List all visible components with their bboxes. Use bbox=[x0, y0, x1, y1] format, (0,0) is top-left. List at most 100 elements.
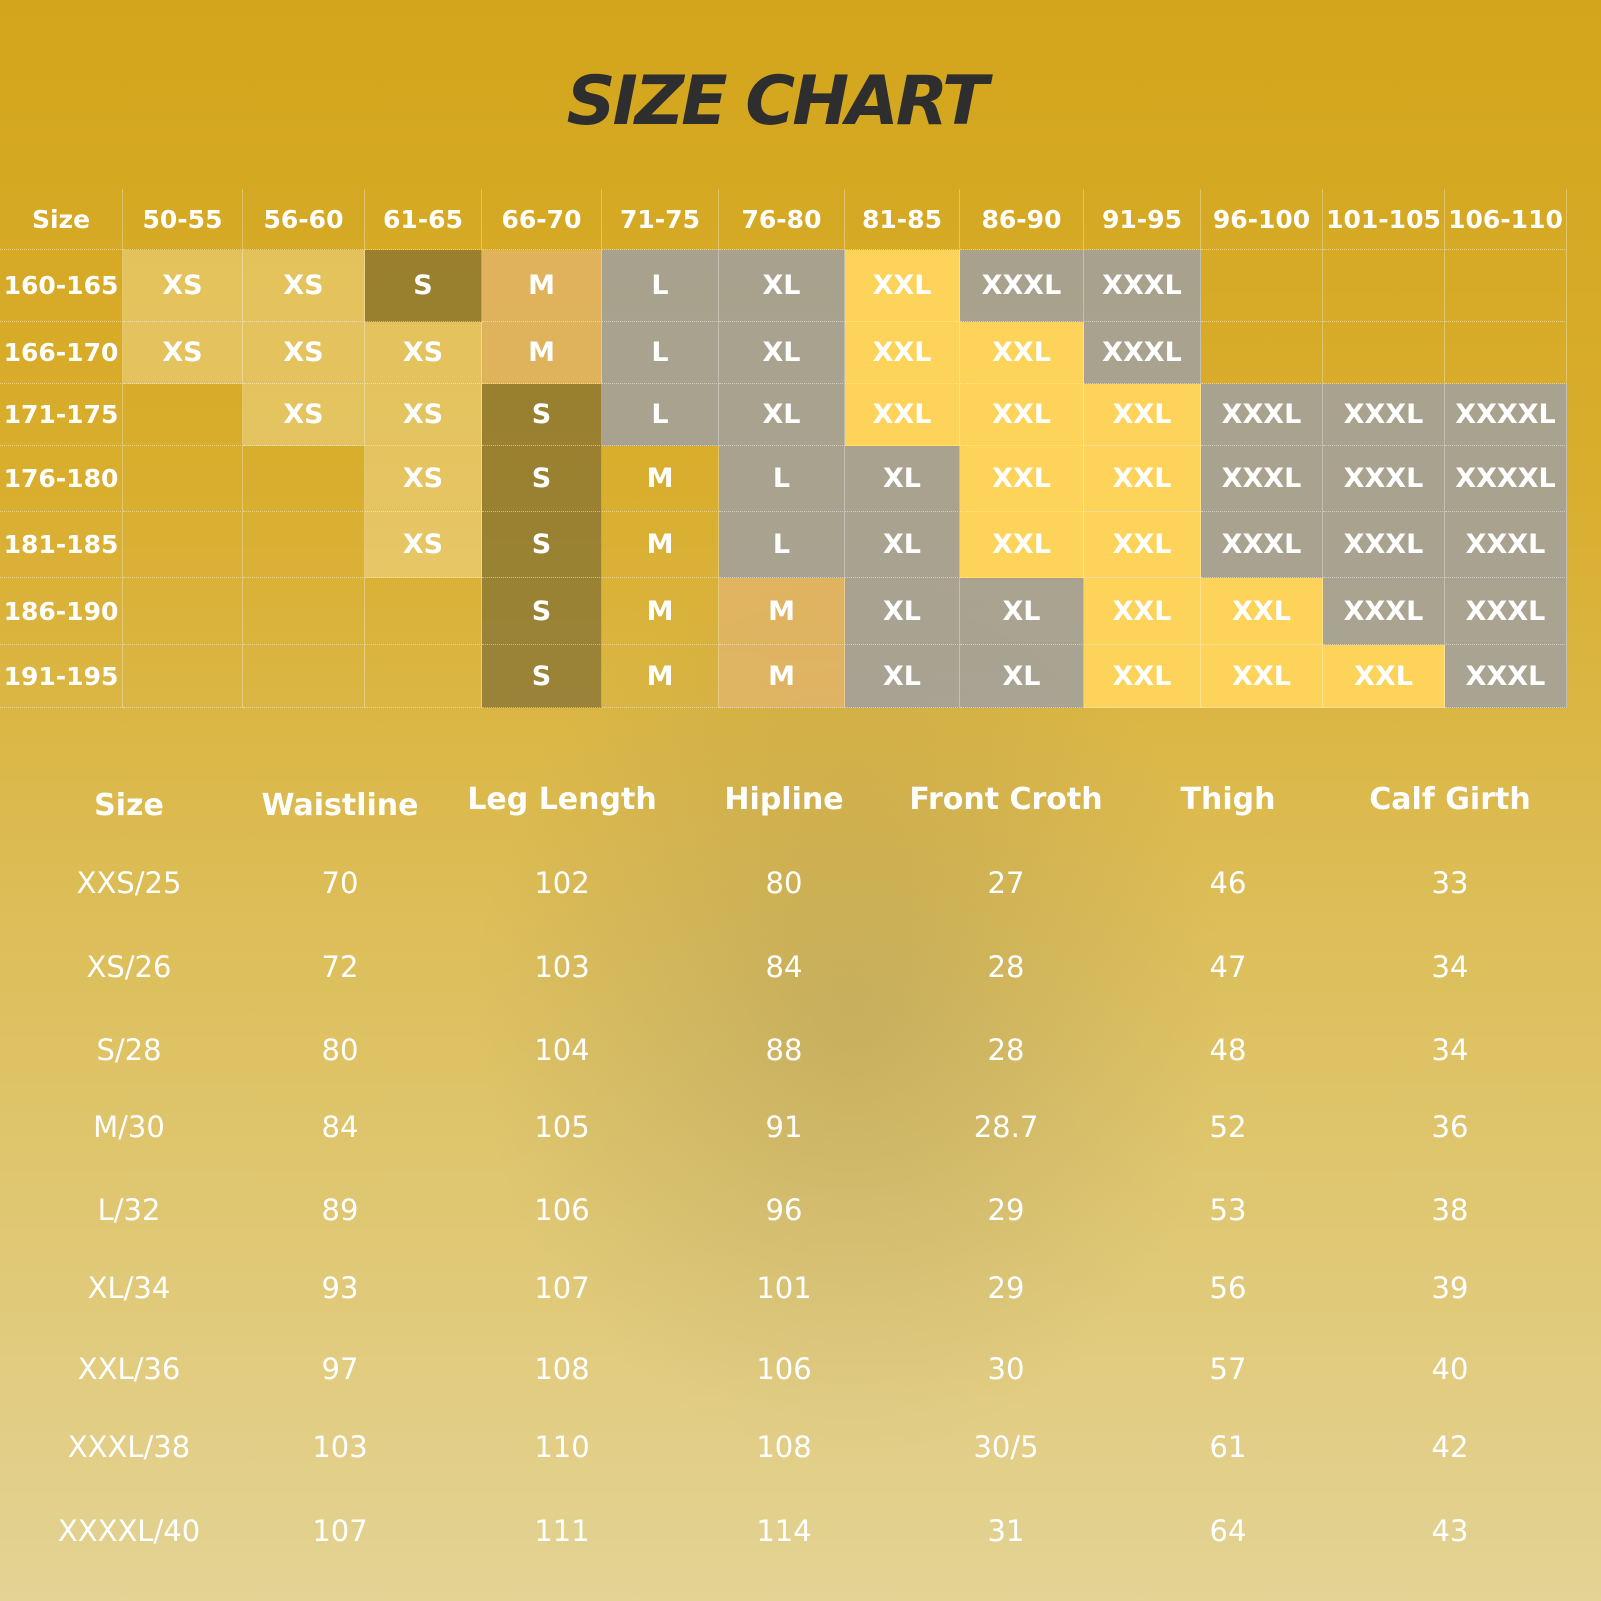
size-cell: XXXL bbox=[1323, 578, 1445, 645]
size-cell: XXXL bbox=[1445, 645, 1567, 708]
size-cell: XXXL bbox=[1323, 384, 1445, 446]
size-cell: XXXL bbox=[1323, 446, 1445, 512]
measure-cell: 27 bbox=[987, 866, 1025, 900]
size-cell: XXXL bbox=[1084, 322, 1201, 384]
empty-cell bbox=[365, 645, 482, 708]
size-cell: XS bbox=[123, 322, 243, 384]
size-cell: XS bbox=[123, 250, 243, 322]
empty-cell bbox=[243, 645, 365, 708]
weight-header: 86-90 bbox=[960, 189, 1084, 250]
size-cell: XXXL bbox=[1323, 512, 1445, 578]
empty-cell bbox=[123, 645, 243, 708]
measure-cell: 64 bbox=[1209, 1514, 1247, 1548]
empty-cell bbox=[243, 446, 365, 512]
column-header: Calf Girth bbox=[1369, 782, 1531, 817]
empty-cell bbox=[1445, 322, 1567, 384]
empty-cell bbox=[123, 446, 243, 512]
size-cell: XS bbox=[365, 446, 482, 512]
size-cell: M bbox=[482, 250, 602, 322]
size-cell: XXL bbox=[960, 384, 1084, 446]
size-cell: XXL bbox=[1084, 384, 1201, 446]
size-cell: XL bbox=[845, 645, 960, 708]
measure-cell: 39 bbox=[1431, 1271, 1469, 1305]
size-cell: XXXL bbox=[960, 250, 1084, 322]
size-cell: L bbox=[602, 384, 719, 446]
size-cell: L bbox=[719, 446, 845, 512]
measure-cell: 34 bbox=[1431, 950, 1469, 984]
measure-cell: 48 bbox=[1209, 1033, 1247, 1067]
measure-cell: 89 bbox=[321, 1193, 359, 1227]
measure-cell: 28.7 bbox=[973, 1110, 1039, 1144]
measure-cell: 107 bbox=[534, 1271, 590, 1305]
size-cell: XS bbox=[365, 512, 482, 578]
weight-header: 76-80 bbox=[719, 189, 845, 250]
measure-cell: 30/5 bbox=[973, 1430, 1039, 1464]
measure-cell: 80 bbox=[321, 1033, 359, 1067]
size-cell: XS bbox=[365, 384, 482, 446]
measure-cell: 43 bbox=[1431, 1514, 1469, 1548]
weight-header: 56-60 bbox=[243, 189, 365, 250]
size-cell: S bbox=[482, 384, 602, 446]
measure-cell: 96 bbox=[765, 1193, 803, 1227]
measure-cell: 42 bbox=[1431, 1430, 1469, 1464]
empty-cell bbox=[1445, 250, 1567, 322]
measure-cell: M/30 bbox=[93, 1110, 165, 1144]
empty-cell bbox=[243, 512, 365, 578]
measure-cell: 47 bbox=[1209, 950, 1247, 984]
measure-cell: 104 bbox=[534, 1033, 590, 1067]
size-cell: XL bbox=[960, 578, 1084, 645]
measure-cell: 34 bbox=[1431, 1033, 1469, 1067]
size-cell: XL bbox=[845, 578, 960, 645]
size-cell: M bbox=[602, 645, 719, 708]
measure-cell: 40 bbox=[1431, 1352, 1469, 1386]
column-header: Waistline bbox=[261, 788, 419, 823]
measure-cell: XS/26 bbox=[86, 950, 172, 984]
empty-cell bbox=[1201, 322, 1323, 384]
size-cell: S bbox=[482, 645, 602, 708]
size-cell: XL bbox=[845, 446, 960, 512]
weight-header: 66-70 bbox=[482, 189, 602, 250]
weight-header: 101-105 bbox=[1323, 189, 1445, 250]
height-label: 160-165 bbox=[0, 250, 123, 322]
measure-cell: 111 bbox=[534, 1514, 590, 1548]
height-label: 186-190 bbox=[0, 578, 123, 645]
measure-cell: 31 bbox=[987, 1514, 1025, 1548]
measure-cell: 29 bbox=[987, 1193, 1025, 1227]
size-cell: XXL bbox=[1201, 578, 1323, 645]
size-cell: XS bbox=[243, 322, 365, 384]
size-cell: M bbox=[602, 578, 719, 645]
measure-cell: 107 bbox=[312, 1514, 368, 1548]
column-header: Hipline bbox=[724, 782, 844, 817]
size-cell: S bbox=[482, 446, 602, 512]
size-cell: XXL bbox=[960, 322, 1084, 384]
size-cell: XL bbox=[719, 384, 845, 446]
measure-cell: 108 bbox=[756, 1430, 812, 1464]
size-cell: XS bbox=[243, 384, 365, 446]
weight-header: 91-95 bbox=[1084, 189, 1201, 250]
size-cell: XXXXL bbox=[1445, 384, 1567, 446]
measure-cell: 106 bbox=[534, 1193, 590, 1227]
empty-cell bbox=[243, 578, 365, 645]
size-cell: XXL bbox=[1084, 446, 1201, 512]
column-header: Thigh bbox=[1180, 782, 1276, 817]
measure-cell: 28 bbox=[987, 1033, 1025, 1067]
size-cell: XL bbox=[845, 512, 960, 578]
size-cell: XXL bbox=[1201, 645, 1323, 708]
measure-cell: 93 bbox=[321, 1271, 359, 1305]
title: SIZE CHART bbox=[566, 62, 989, 141]
empty-cell bbox=[123, 384, 243, 446]
measure-cell: 36 bbox=[1431, 1110, 1469, 1144]
height-label: 181-185 bbox=[0, 512, 123, 578]
measure-cell: 101 bbox=[756, 1271, 812, 1305]
size-cell: XXXL bbox=[1445, 512, 1567, 578]
size-cell: M bbox=[719, 578, 845, 645]
empty-cell bbox=[1201, 250, 1323, 322]
background-rider bbox=[470, 560, 1230, 1460]
size-cell: XXXL bbox=[1201, 384, 1323, 446]
measure-cell: 91 bbox=[765, 1110, 803, 1144]
measure-cell: 102 bbox=[534, 866, 590, 900]
size-cell: M bbox=[482, 322, 602, 384]
size-cell: XXL bbox=[845, 384, 960, 446]
size-cell: XS bbox=[243, 250, 365, 322]
